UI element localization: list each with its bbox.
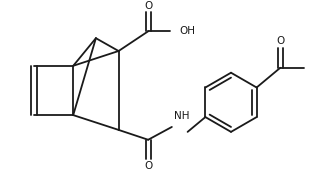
Text: O: O [144, 161, 152, 171]
Text: NH: NH [174, 111, 189, 121]
Text: OH: OH [180, 26, 196, 36]
Text: O: O [276, 36, 284, 46]
Text: O: O [144, 1, 152, 11]
